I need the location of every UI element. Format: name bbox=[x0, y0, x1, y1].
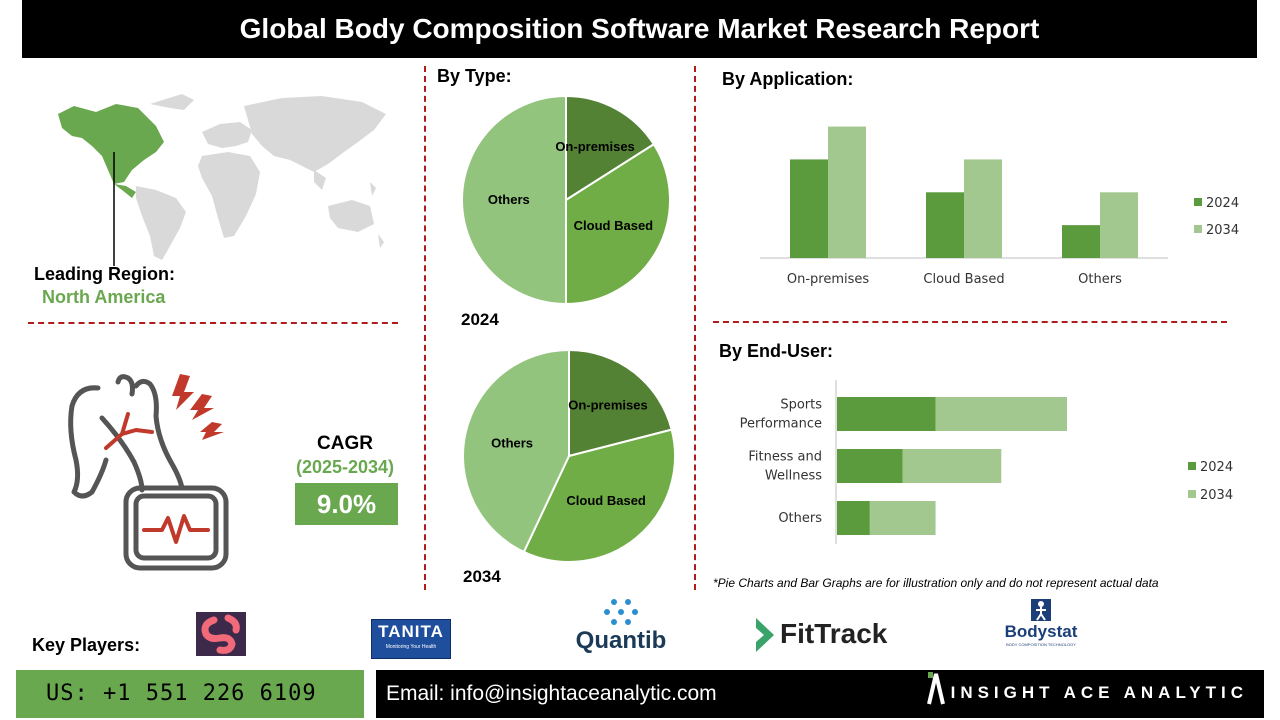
pie-year-2034: 2034 bbox=[463, 567, 501, 586]
y-tick-label: Fitness and Wellness bbox=[748, 450, 822, 484]
quantib-logo: Quantib bbox=[571, 598, 671, 656]
by-end-user-label: By End-User: bbox=[719, 341, 834, 361]
pie-slice-label: On-premises bbox=[555, 139, 634, 154]
bar-2024 bbox=[837, 501, 870, 535]
bar-2034 bbox=[935, 397, 1067, 431]
pie-chart-2024: On-premises Cloud Based Others bbox=[461, 94, 671, 306]
bar-2024 bbox=[837, 449, 903, 483]
bodystat-tagline: BODY COMPOSITION TECHNOLOGY bbox=[1006, 642, 1076, 647]
divider-region bbox=[28, 322, 398, 324]
pie-slice bbox=[565, 142, 671, 306]
fittrack-chevron-icon bbox=[756, 618, 774, 652]
cagr-period: (2025-2034) bbox=[295, 457, 395, 477]
pie-slice-label: Cloud Based bbox=[574, 218, 654, 233]
world-map-continents bbox=[136, 94, 386, 260]
bar-2034 bbox=[1100, 192, 1138, 258]
quantib-logo-text: Quantib bbox=[575, 627, 667, 654]
legend-label: 2034 bbox=[1200, 488, 1233, 503]
fittrack-logo-text: FitTrack bbox=[780, 618, 888, 649]
page-title: Global Body Composition Software Market … bbox=[22, 0, 1257, 58]
bar-2024 bbox=[1062, 225, 1100, 258]
bodystat-logo: Bodystat BODY COMPOSITION TECHNOLOGY bbox=[1000, 598, 1082, 658]
pie-slice-label: On-premises bbox=[568, 398, 647, 413]
bar-2034 bbox=[828, 126, 866, 258]
pie-year-2024: 2024 bbox=[461, 310, 499, 329]
heart-monitor-icon bbox=[68, 374, 229, 571]
illustration-note: *Pie Charts and Bar Graphs are for illus… bbox=[713, 576, 1159, 590]
application-bar-chart: On-premises Cloud Based Others 2024 2034 bbox=[760, 126, 1239, 287]
north-america-region bbox=[58, 104, 164, 184]
legend-swatch bbox=[1194, 198, 1202, 206]
divider-left bbox=[424, 66, 426, 590]
pie-slice-label: Others bbox=[491, 435, 533, 450]
by-application-label: By Application: bbox=[722, 69, 854, 89]
bar-2034 bbox=[964, 159, 1002, 258]
bar-2034 bbox=[869, 501, 936, 535]
world-map bbox=[58, 94, 386, 266]
divider-application bbox=[713, 321, 1227, 323]
by-type-label: By Type: bbox=[437, 66, 512, 86]
x-tick-label: Others bbox=[1078, 272, 1122, 287]
y-tick-label: Sports Performance bbox=[740, 398, 823, 432]
legend-swatch bbox=[1188, 490, 1196, 498]
leading-region-label: Leading Region: bbox=[34, 264, 175, 284]
cagr-value: 9.0% bbox=[295, 483, 398, 525]
end-user-bar-chart: Sports Performance Fitness and Wellness Othe… bbox=[740, 380, 1233, 544]
bodystat-logo-text: Bodystat bbox=[1004, 622, 1078, 641]
pie-slice bbox=[461, 94, 567, 306]
pie-slice bbox=[565, 94, 656, 202]
tanita-logo-text: TANITA bbox=[378, 622, 444, 641]
pie-chart-2034: On-premises Cloud Based Others bbox=[462, 348, 676, 563]
bodystat-figure-icon bbox=[1031, 599, 1051, 621]
pie-slice-label: Others bbox=[488, 192, 530, 207]
brand-name: INSIGHT ACE ANALYTIC bbox=[950, 683, 1248, 702]
bar-2024 bbox=[790, 159, 828, 258]
contact-email: Email: info@insightaceanalytic.com bbox=[376, 670, 1264, 718]
x-tick-label: Cloud Based bbox=[923, 272, 1004, 287]
bar-2024 bbox=[837, 397, 936, 431]
x-tick-label: On-premises bbox=[787, 272, 870, 287]
central-america-region bbox=[114, 184, 136, 198]
company-logo-1 bbox=[196, 612, 246, 656]
fittrack-logo: FitTrack bbox=[754, 616, 904, 656]
bar-2034 bbox=[902, 449, 1002, 483]
pie-slice bbox=[568, 348, 673, 458]
brand-logo-icon bbox=[927, 672, 945, 705]
key-players-label: Key Players: bbox=[32, 635, 141, 655]
tanita-logo: TANITA Monitoring Your Health bbox=[371, 619, 451, 659]
legend-swatch bbox=[1194, 225, 1202, 233]
legend-swatch bbox=[1188, 462, 1196, 470]
y-tick-label: Others bbox=[778, 511, 822, 526]
pie-slice bbox=[462, 348, 570, 554]
legend-label: 2034 bbox=[1206, 223, 1239, 238]
pie-slice-label: Cloud Based bbox=[566, 493, 646, 508]
bar-2024 bbox=[926, 192, 964, 258]
pie-slice bbox=[522, 428, 676, 563]
cagr-label: CAGR bbox=[317, 433, 373, 454]
quantib-symbol-icon bbox=[604, 599, 638, 625]
legend-label: 2024 bbox=[1206, 196, 1239, 211]
divider-right bbox=[694, 66, 696, 590]
tanita-tagline: Monitoring Your Health bbox=[385, 644, 437, 650]
legend-label: 2024 bbox=[1200, 460, 1233, 475]
contact-phone: US: +1 551 226 6109 bbox=[16, 670, 364, 718]
leading-region-value: North America bbox=[42, 287, 166, 307]
